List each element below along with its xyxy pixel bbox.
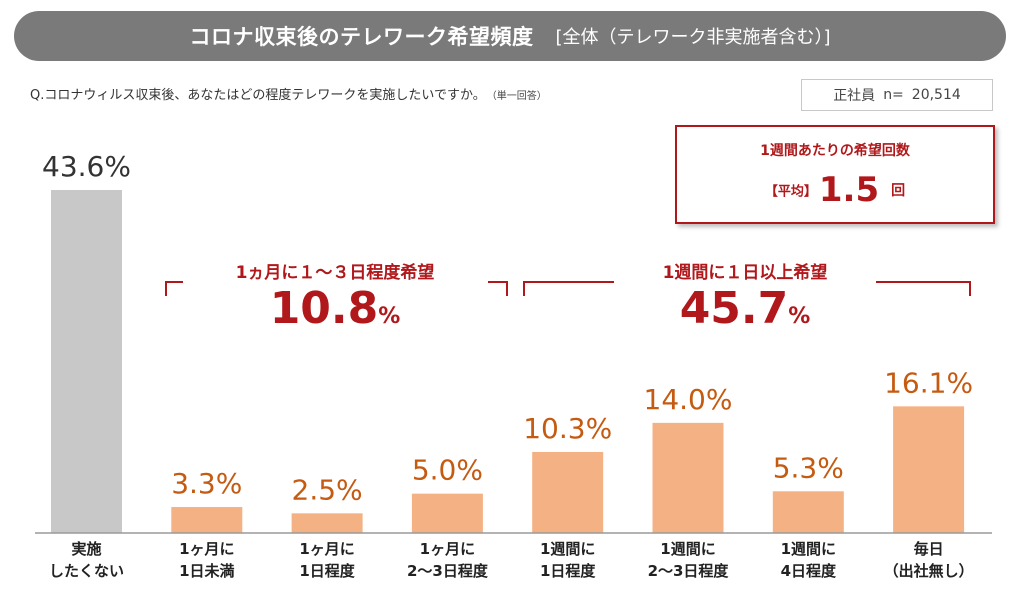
bracket-monthly-right [488,281,508,296]
bar-7 [893,406,965,533]
bar-6 [772,491,844,533]
category-label-6: 1週間に 4日程度 [753,538,863,582]
bar-0 [51,190,122,533]
category-label-1-line-1: 1日未満 [179,562,235,580]
category-label-1: 1ヶ月に 1日未満 [152,538,262,582]
category-label-1-line-0: 1ヶ月に [179,540,235,558]
page-title: コロナ収束後のテレワーク希望頻度 [189,25,534,49]
sample-n-label: n= [883,87,904,103]
category-label-3-line-1: 2～3日程度 [406,562,488,580]
bar-5 [652,422,724,533]
average-line: 【平均】1.5 回 [677,170,993,210]
group-monthly-title: 1ヵ月に１～３日程度希望 [235,263,435,283]
value-label-7: 16.1% [884,366,973,399]
category-label-3: 1ヶ月に 2～3日程度 [392,538,502,582]
title-bar: コロナ収束後のテレワーク希望頻度 [全体（テレワーク非実施者含む）] [14,11,1006,61]
group-weekly-label: 1週間に１日以上希望 45.7% [585,258,905,341]
category-label-7-line-1: （出社無し） [883,562,974,580]
category-label-0: 実施 したくない [32,538,142,582]
group-weekly-title: 1週間に１日以上希望 [662,263,828,283]
category-label-2-line-0: 1ヶ月に [299,540,355,558]
category-label-4-line-1: 1日程度 [539,562,596,580]
group-monthly-label: 1ヵ月に１～３日程度希望 10.8% [175,258,495,341]
category-label-4: 1週間に 1日程度 [513,538,623,582]
category-label-7: 毎日 （出社無し） [874,538,984,582]
bracket-weekly-left [523,281,614,296]
bar-3 [411,493,483,533]
value-label-2: 2.5% [292,473,363,506]
average-value: 1.5 [818,170,880,210]
question-body: Q.コロナウィルス収束後、あなたはどの程度テレワークを実施したいですか。 [30,88,486,103]
bracket-monthly-left [165,281,183,296]
value-label-6: 5.3% [773,451,844,484]
value-label-1: 3.3% [171,467,242,500]
category-label-5-line-0: 1週間に [660,540,716,558]
sample-n-value: 20,514 [911,87,961,103]
average-unit: 回 [891,183,906,199]
group-weekly-value: 45.7 [679,283,789,334]
sample-size-box: 正社員 n= 20,514 [801,79,993,111]
group-weekly-percent: 45.7% [585,285,905,341]
average-box: 1週間あたりの希望回数 【平均】1.5 回 [675,125,995,224]
question-note: （単一回答） [491,91,547,102]
page-subtitle: [全体（テレワーク非実施者含む）] [555,27,831,48]
sample-group: 正社員 [833,88,876,104]
category-label-5-line-1: 2～3日程度 [647,562,729,580]
bar-4 [532,451,604,533]
value-label-0: 43.6% [42,150,131,183]
bar-2 [291,513,363,533]
value-labels-group: 43.6% 3.3% 2.5% 5.0% 10.3% 14.0% 5.3% 16.1% [42,150,973,506]
average-label: 【平均】 [764,184,817,200]
bar-1 [171,507,243,533]
category-label-0-line-0: 実施 [71,540,102,558]
value-label-5: 14.0% [644,383,733,416]
group-monthly-percent: 10.8% [175,285,495,341]
question-text: Q.コロナウィルス収束後、あなたはどの程度テレワークを実施したいですか。 （単一回… [30,84,547,103]
category-label-6-line-1: 4日程度 [780,562,837,580]
group-weekly-unit: % [788,304,811,329]
category-label-7-line-0: 毎日 [913,540,944,558]
bracket-weekly-right [876,281,971,296]
average-title: 1週間あたりの希望回数 [760,143,910,159]
category-label-5: 1週間に 2～3日程度 [633,538,743,582]
value-label-4: 10.3% [523,412,612,445]
category-label-3-line-0: 1ヶ月に [419,540,476,558]
category-label-2-line-1: 1日程度 [299,562,355,580]
category-label-4-line-0: 1週間に [539,540,596,558]
category-label-6-line-0: 1週間に [780,540,837,558]
bars-group [51,190,965,533]
group-monthly-unit: % [378,304,401,329]
value-label-3: 5.0% [412,454,483,487]
category-label-2: 1ヶ月に 1日程度 [272,538,382,582]
group-monthly-value: 10.8 [269,283,379,334]
category-label-0-line-1: したくない [48,562,124,580]
